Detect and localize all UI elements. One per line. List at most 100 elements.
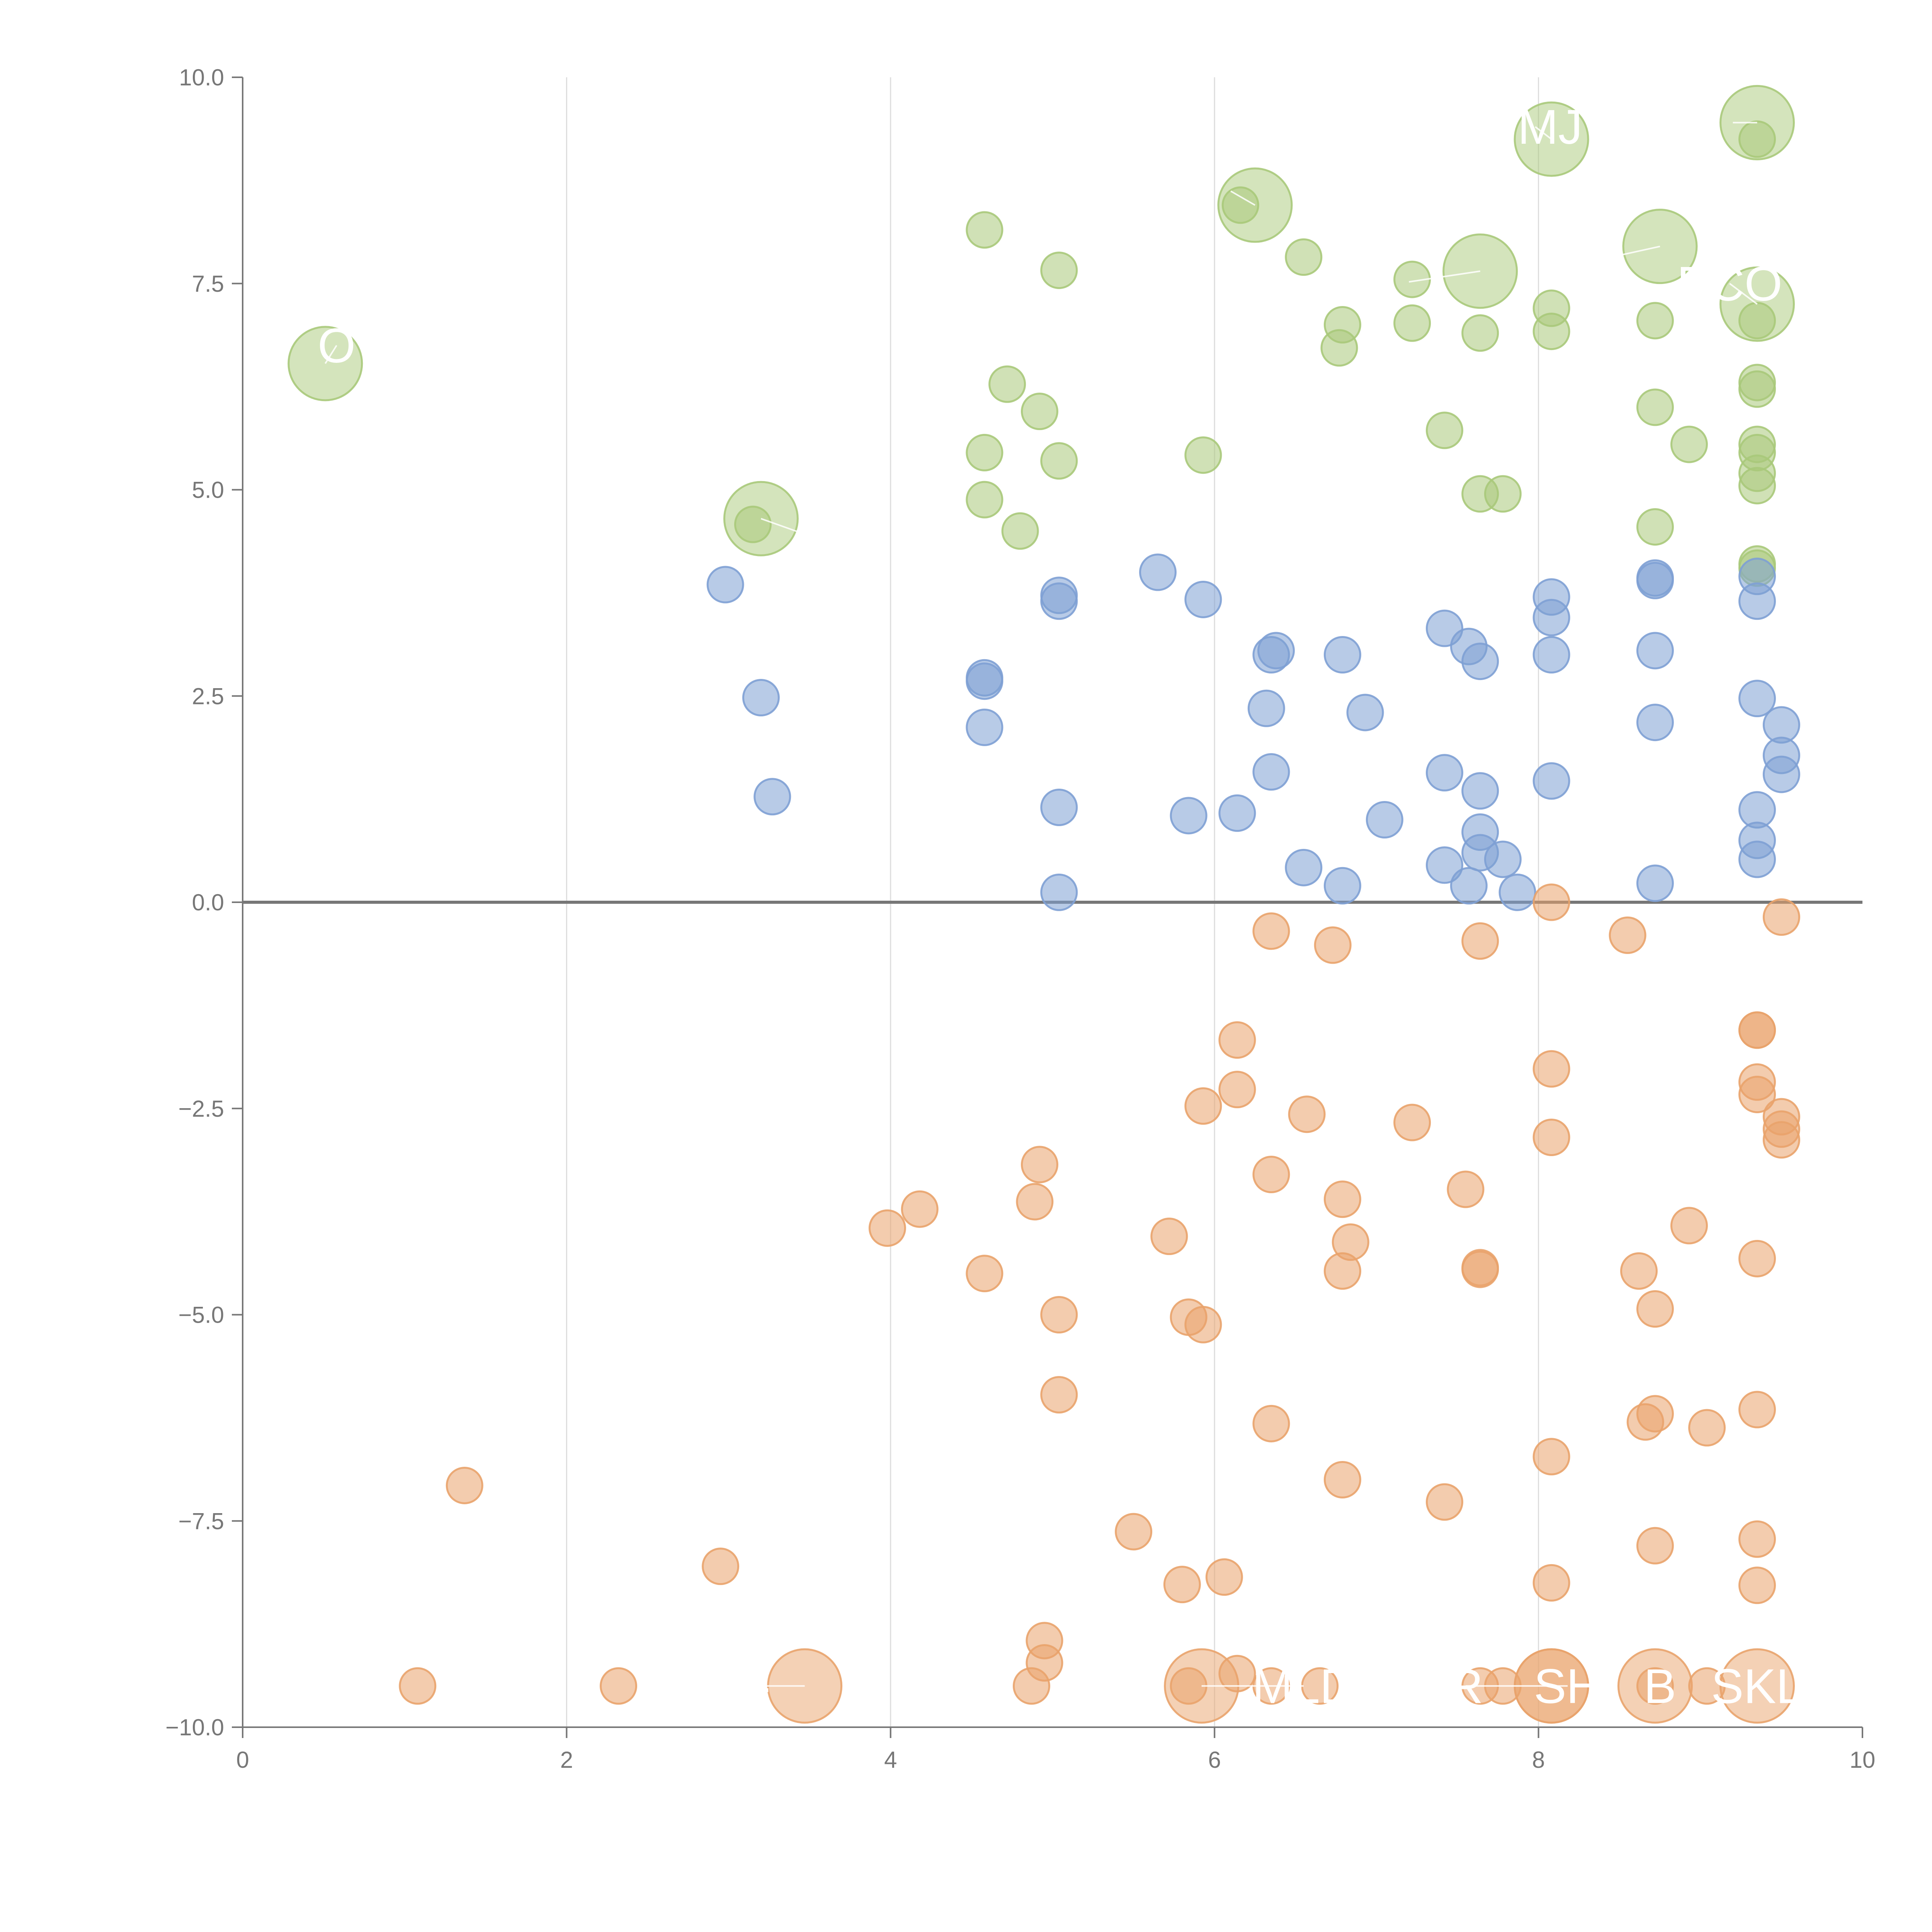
green-point-19 [966, 481, 1003, 519]
orange-point-20 [1323, 1252, 1361, 1290]
orange-point-16 [868, 1209, 906, 1247]
bubble-label-12: B [1644, 1659, 1676, 1713]
blue-point-39 [1636, 561, 1674, 599]
orange-point-36 [966, 1255, 1003, 1293]
blue-point-22 [1323, 867, 1361, 905]
y-tick-label-1: 7.5 [192, 271, 224, 297]
blue-point-8 [1040, 788, 1078, 826]
leader-line-7 [1729, 283, 1758, 305]
green-point-25 [1636, 388, 1674, 426]
green-point-1 [1040, 252, 1078, 289]
y-tick-label-0: 10.0 [179, 65, 224, 90]
orange-point-34 [1762, 1121, 1800, 1159]
orange-point-41 [1252, 1405, 1290, 1442]
blue-point-12 [1170, 797, 1208, 835]
y-tick-label-7: −7.5 [179, 1508, 224, 1534]
blue-point-21 [1366, 801, 1403, 838]
bubble-labels: O TMJ ECO D- MLD R SH B SKL [318, 100, 1803, 1713]
orange-point-46 [1636, 1395, 1674, 1433]
x-tick-label-2: 4 [884, 1747, 897, 1773]
green-point-7 [1393, 304, 1431, 342]
orange-point-42 [1323, 1461, 1361, 1498]
bubble-label-11: SH [1534, 1659, 1602, 1713]
orange-point-12 [1020, 1146, 1058, 1184]
blue-point-51 [1738, 840, 1776, 878]
blue-point-44 [1738, 582, 1776, 620]
blue-point-18 [1285, 849, 1323, 886]
orange-point-50 [702, 1548, 740, 1585]
green-point-33 [1738, 467, 1776, 505]
orange-point-51 [1115, 1513, 1153, 1551]
blue-point-35 [1532, 599, 1570, 636]
blue-point-26 [1425, 754, 1463, 792]
orange-point-35 [1738, 1240, 1776, 1277]
blue-point-36 [1532, 636, 1570, 673]
bubble-label-10: R [1448, 1659, 1483, 1713]
orange-point-37 [1040, 1296, 1078, 1333]
orange-point-23 [1532, 1050, 1570, 1088]
leader-line-4 [1535, 126, 1552, 140]
blue-point-17 [1252, 753, 1290, 791]
orange-point-4 [1609, 916, 1646, 954]
green-point-11 [1636, 302, 1674, 340]
green-point-15 [1020, 393, 1058, 430]
orange-point-6 [1218, 1021, 1256, 1059]
blue-point-11 [1184, 580, 1222, 618]
orange-point-27 [1636, 1290, 1674, 1328]
blue-point-1 [742, 679, 780, 717]
orange-point-47 [1688, 1409, 1726, 1447]
green-point-8 [1461, 314, 1499, 352]
orange-point-53 [1205, 1558, 1243, 1596]
blue-point-5 [966, 708, 1003, 746]
orange-point-3 [1532, 883, 1570, 921]
bubble-label-9: MLD [1252, 1659, 1355, 1713]
orange-point-8 [1184, 1087, 1222, 1125]
orange-point-5 [1762, 898, 1800, 936]
blue-point-9 [1040, 873, 1078, 911]
orange-point-24 [1532, 1118, 1570, 1156]
bubble-label-7: ECO [1677, 257, 1782, 311]
bubble-label-13: SKL [1711, 1659, 1803, 1713]
orange-point-58 [399, 1667, 437, 1705]
blue-point-16 [1247, 689, 1285, 727]
y-tick-label-6: −5.0 [179, 1302, 224, 1328]
green-point-26 [1670, 425, 1708, 463]
x-tick-label-3: 6 [1208, 1747, 1221, 1773]
orange-point-44 [1532, 1438, 1570, 1476]
orange-point-49 [446, 1466, 483, 1504]
x-tick-label-1: 2 [560, 1747, 573, 1773]
green-point-6 [1320, 329, 1358, 367]
green-point-18 [1184, 436, 1222, 474]
orange-point-13 [1016, 1183, 1054, 1221]
orange-point-52 [1163, 1566, 1201, 1604]
blue-point-30 [1484, 840, 1522, 878]
x-tick-label-0: 0 [236, 1747, 249, 1773]
x-tick-label-5: 10 [1850, 1747, 1876, 1773]
leader-line-0 [325, 345, 337, 364]
y-tick-label-8: −10.0 [165, 1714, 224, 1740]
bubble-label-4: TMJ [1488, 100, 1583, 154]
orange-point-48 [1738, 1391, 1776, 1429]
green-point-24 [1484, 475, 1522, 513]
green-point-16 [966, 434, 1003, 471]
orange-point-22 [1461, 1249, 1499, 1287]
orange-large-bubble-13 [1719, 1648, 1795, 1724]
orange-point-17 [901, 1190, 939, 1228]
orange-point-43 [1425, 1483, 1463, 1521]
green-point-10 [1532, 313, 1570, 350]
blue-point-2 [753, 778, 791, 816]
y-tick-label-4: 0.0 [192, 889, 224, 915]
bubble-label-0: O [318, 318, 355, 373]
orange-point-18 [1150, 1218, 1188, 1255]
y-tick-label-2: 5.0 [192, 477, 224, 503]
orange-point-57 [1738, 1566, 1776, 1604]
orange-point-0 [1252, 912, 1290, 950]
green-point-27 [1636, 508, 1674, 546]
blue-point-41 [1636, 704, 1674, 742]
bubble-label-8: D- [719, 1659, 770, 1713]
orange-point-29 [1738, 1011, 1776, 1049]
orange-point-62 [1013, 1667, 1051, 1705]
blue-point-33 [1498, 873, 1536, 911]
orange-point-55 [1636, 1527, 1674, 1565]
orange-point-1 [1314, 926, 1352, 964]
